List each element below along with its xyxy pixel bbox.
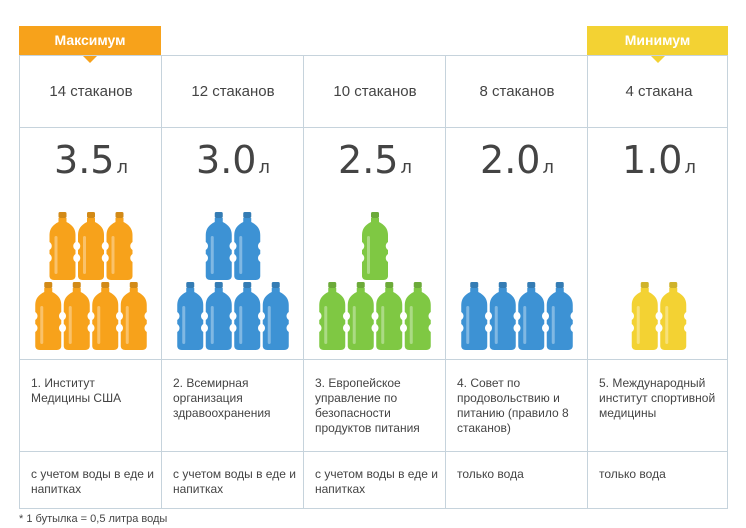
badge-pointer [82, 55, 98, 63]
water-bottle-icon [631, 282, 658, 350]
water-bottle-icon [234, 212, 261, 280]
row-divider [20, 451, 727, 452]
water-bottle-icon [319, 282, 346, 350]
volume-number: 1.0 [622, 138, 683, 182]
note-label: только вода [599, 467, 666, 481]
note-label: с учетом воды в еде и напитках [173, 467, 296, 496]
volume-value: 1.0 л [588, 138, 730, 182]
note-label: с учетом воды в еде и напитках [315, 467, 438, 496]
water-bottle-icon [49, 212, 76, 280]
volume-value: 2.0 л [446, 138, 588, 182]
water-bottle-icon [92, 282, 119, 350]
glasses-count: 10 стаканов [333, 83, 417, 100]
volume-value: 3.5 л [20, 138, 162, 182]
volume-number: 3.5 [54, 138, 115, 182]
volume-unit: л [400, 157, 412, 178]
water-bottle-icon [78, 212, 104, 280]
water-bottle-icon [35, 282, 62, 350]
bottles-illustration [446, 196, 588, 354]
bottles-svg [461, 282, 573, 350]
column-4: 8 стаканов 2.0 л 4. Совет по продовольств… [445, 56, 588, 508]
bottles-svg [319, 212, 431, 350]
volume-value: 2.5 л [304, 138, 446, 182]
water-bottle-icon [362, 212, 388, 280]
bottles-illustration [304, 196, 446, 354]
row-divider [20, 359, 727, 360]
glasses-count: 12 стаканов [191, 83, 275, 100]
footnote: * 1 бутылка = 0,5 литра воды [19, 513, 168, 525]
water-bottle-icon [120, 282, 147, 350]
bottles-illustration [162, 196, 304, 354]
source-label: 3. Европейское управление по безопасност… [315, 376, 420, 435]
comparison-table: 14 стаканов 3.5 л 1. Институт Медицины СШ… [19, 55, 728, 509]
volume-number: 2.5 [338, 138, 399, 182]
bottles-illustration [20, 196, 162, 354]
volume-unit: л [116, 157, 128, 178]
glasses-count: 8 стаканов [479, 83, 555, 100]
water-bottle-icon [106, 212, 133, 280]
maximum-label: Максимум [54, 32, 126, 48]
note-label: только вода [457, 467, 524, 481]
minimum-badge: Минимум [587, 26, 728, 63]
water-bottle-icon [404, 282, 431, 350]
column-1: 14 стаканов 3.5 л 1. Институт Медицины СШ… [20, 56, 162, 508]
water-bottle-icon [546, 282, 573, 350]
volume-unit: л [542, 157, 554, 178]
glasses-count: 4 стакана [625, 83, 693, 100]
row-divider [20, 127, 727, 128]
volume-number: 2.0 [480, 138, 541, 182]
glasses-count: 14 стаканов [49, 83, 133, 100]
water-bottle-icon [461, 282, 488, 350]
water-bottle-icon [205, 212, 232, 280]
volume-value: 3.0 л [162, 138, 304, 182]
maximum-badge: Максимум [19, 26, 161, 63]
column-2: 12 стаканов 3.0 л 2. Всемирная организаци… [161, 56, 304, 508]
water-bottle-icon [376, 282, 403, 350]
source-label: 2. Всемирная организация здравоохранения [173, 376, 271, 420]
source-label: 1. Институт Медицины США [31, 376, 122, 405]
volume-number: 3.0 [196, 138, 257, 182]
water-bottle-icon [63, 282, 90, 350]
volume-unit: л [258, 157, 270, 178]
volume-unit: л [684, 157, 696, 178]
note-label: с учетом воды в еде и напитках [31, 467, 154, 496]
water-bottle-icon [347, 282, 374, 350]
water-bottle-icon [234, 282, 261, 350]
bottles-svg [631, 282, 687, 350]
bottles-illustration [588, 196, 730, 354]
water-bottle-icon [489, 282, 516, 350]
source-label: 4. Совет по продовольствию и питанию (пр… [457, 376, 569, 435]
column-5: 4 стакана 1.0 л 5. Международный институт… [587, 56, 730, 508]
source-label: 5. Международный институт спортивной мед… [599, 376, 716, 420]
column-3: 10 стаканов 2.5 л 3. Европейское управлен… [303, 56, 446, 508]
water-bottle-icon [177, 282, 204, 350]
water-bottle-icon [660, 282, 687, 350]
water-bottle-icon [205, 282, 232, 350]
bottles-svg [35, 212, 147, 350]
minimum-label: Минимум [624, 32, 691, 48]
water-bottle-icon [262, 282, 289, 350]
water-bottle-icon [518, 282, 545, 350]
badge-pointer [649, 55, 666, 63]
bottles-svg [177, 212, 289, 350]
